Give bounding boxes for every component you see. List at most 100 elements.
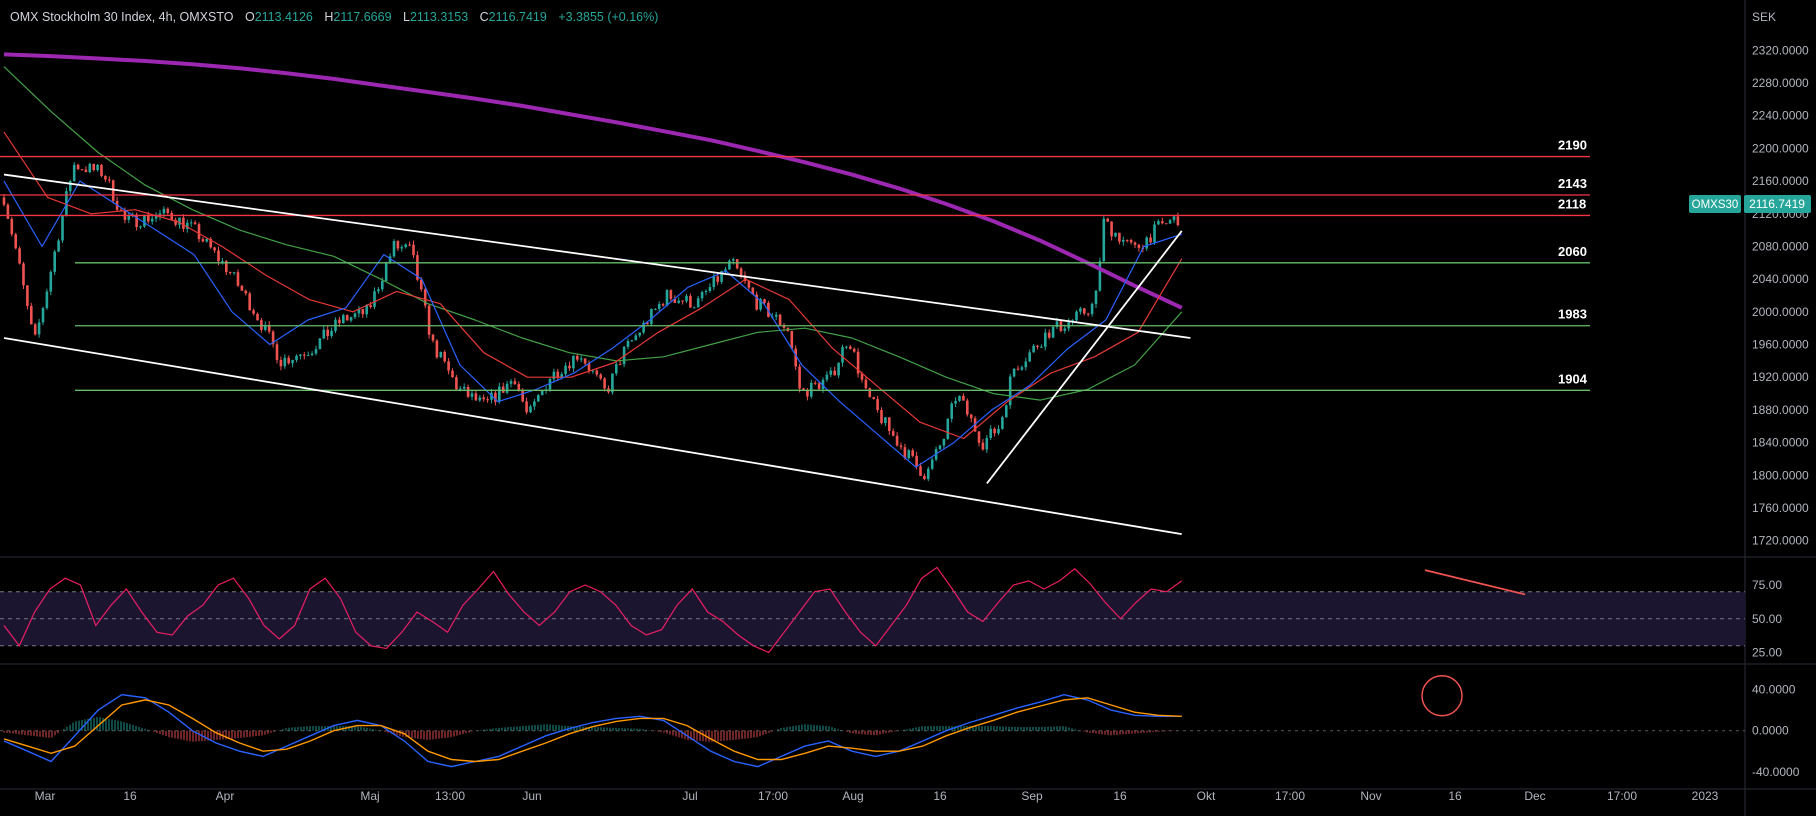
- candle-body: [579, 358, 583, 360]
- candle-body: [1114, 232, 1117, 237]
- candle-body: [100, 164, 103, 177]
- candle-body: [189, 222, 193, 224]
- time-tick: 13:00: [435, 789, 465, 803]
- symbol-tag[interactable]: OMXS30: [1689, 195, 1741, 213]
- candle-body: [603, 378, 606, 389]
- candle-body: [1133, 242, 1137, 245]
- price-tick: 2320.0000: [1752, 43, 1809, 57]
- candle-body: [37, 322, 41, 335]
- candle-body: [576, 355, 579, 360]
- candle-body: [774, 314, 778, 317]
- candle-body: [739, 268, 743, 276]
- candle-body: [704, 290, 708, 293]
- candle-body: [923, 475, 926, 480]
- macd-highlight-circle[interactable]: [1421, 675, 1463, 717]
- candle-body: [1075, 311, 1078, 321]
- candle-body: [1055, 321, 1059, 327]
- candle-body: [431, 334, 435, 341]
- candle-body: [1051, 326, 1055, 338]
- candle-body: [147, 214, 150, 222]
- candle-body: [572, 355, 575, 369]
- low-value: 2113.3153: [410, 10, 468, 24]
- macd-signal-line: [3, 697, 1182, 763]
- ma-ema_fast: [3, 180, 1182, 468]
- candle-body: [275, 344, 279, 360]
- trendline-channel_upper[interactable]: [3, 173, 1191, 339]
- candle-body: [997, 428, 1000, 434]
- candle-body: [517, 383, 521, 390]
- candle-body: [942, 438, 946, 446]
- candle-body: [18, 248, 21, 264]
- candle-body: [661, 304, 665, 306]
- candle-body: [14, 234, 17, 249]
- candle-body: [170, 212, 173, 220]
- candle-body: [513, 381, 517, 384]
- candle-body: [474, 393, 478, 401]
- open-value: 2113.4126: [255, 10, 313, 24]
- price-tick: 2000.0000: [1752, 305, 1809, 319]
- time-tick: Jul: [682, 789, 697, 803]
- candle-body: [162, 208, 166, 214]
- candle-body: [349, 317, 353, 321]
- rsi-divergence-line[interactable]: [1424, 569, 1526, 596]
- trendline-channel_lower[interactable]: [3, 337, 1182, 536]
- candle-body: [891, 431, 895, 436]
- candle-body: [525, 401, 528, 413]
- candle-body: [1129, 240, 1133, 243]
- trendline-uptrend[interactable]: [986, 230, 1183, 485]
- candle-body: [927, 468, 930, 480]
- price-tick: 1840.0000: [1752, 436, 1809, 450]
- price-tick: 2160.0000: [1752, 174, 1809, 188]
- candle-body: [1028, 352, 1031, 362]
- high-key: H: [324, 10, 333, 24]
- candle-body: [962, 395, 965, 401]
- rsi-line: [3, 566, 1183, 654]
- candle-body: [903, 447, 907, 459]
- candle-body: [548, 379, 552, 390]
- candle-body: [373, 291, 376, 307]
- candle-body: [197, 224, 201, 240]
- time-tick: Maj: [360, 789, 379, 803]
- candle-body: [505, 383, 509, 393]
- candle-body: [1036, 345, 1039, 347]
- level-label-2190: 2190: [1558, 138, 1587, 153]
- last-price-text: 2116.7419: [1749, 197, 1805, 211]
- candle-body: [950, 403, 953, 419]
- candle-body: [377, 289, 380, 292]
- candle-body: [459, 388, 462, 390]
- level-label-2118: 2118: [1558, 196, 1586, 211]
- candle-body: [813, 382, 817, 384]
- candle-body: [154, 216, 158, 219]
- candle-body: [45, 291, 49, 309]
- time-tick: Jun: [522, 789, 541, 803]
- overlays-layer: 2190 2143 2118 2060 1983 1904: [0, 52, 1590, 768]
- candle-body: [104, 176, 107, 180]
- candle-body: [642, 322, 645, 333]
- candle-body: [966, 400, 969, 415]
- candle-body: [806, 389, 809, 397]
- time-tick: 16: [123, 789, 137, 803]
- candle-body: [139, 226, 142, 228]
- candle-body: [248, 293, 251, 311]
- candle-body: [1168, 220, 1172, 224]
- candle-body: [486, 399, 489, 401]
- candle-body: [689, 295, 692, 308]
- candle-body: [193, 222, 197, 225]
- level-label-1904: 1904: [1558, 371, 1588, 386]
- symbol-title: OMX Stockholm 30 Index, 4h, OMXSTO: [10, 10, 234, 24]
- candle-body: [954, 400, 957, 404]
- candle-body: [564, 365, 567, 375]
- candle-body: [384, 263, 388, 281]
- candle-body: [743, 275, 747, 282]
- candle-body: [182, 217, 185, 229]
- candle-body: [634, 335, 638, 341]
- last-price-tag[interactable]: 2116.7419: [1744, 195, 1811, 213]
- candle-body: [899, 445, 903, 448]
- candle-body: [521, 389, 524, 402]
- candle-body: [681, 300, 684, 302]
- candle-body: [119, 209, 123, 211]
- time-tick: Sep: [1021, 789, 1043, 803]
- candle-body: [529, 406, 532, 413]
